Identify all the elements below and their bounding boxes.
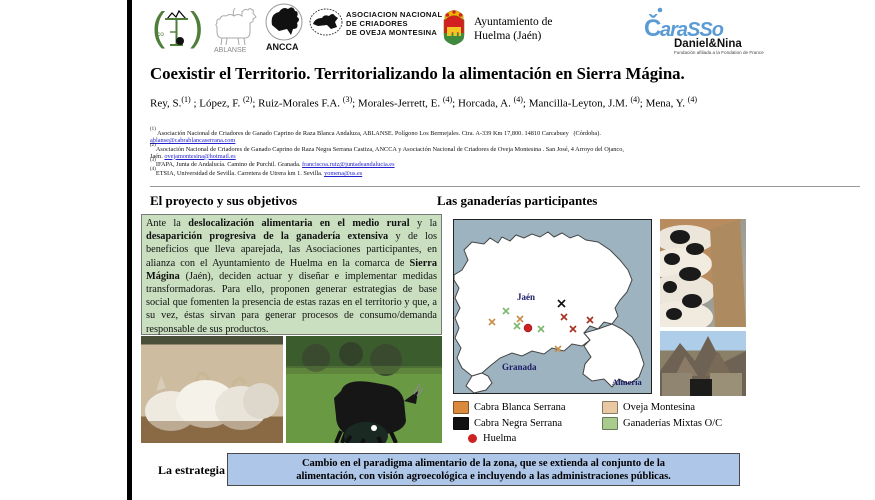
svg-text:Daniel&Nina: Daniel&Nina: [674, 38, 742, 50]
svg-text:ABLANSE: ABLANSE: [214, 47, 247, 54]
svg-text:Jaén: Jaén: [517, 292, 535, 302]
svg-text:Granada: Granada: [502, 362, 537, 372]
svg-text:): ): [190, 5, 203, 49]
svg-text:Č: Č: [644, 14, 661, 42]
svg-text:(: (: [152, 5, 166, 49]
svg-text:DE CRIADORES: DE CRIADORES: [346, 19, 408, 28]
svg-text:ANCCA: ANCCA: [266, 42, 299, 52]
svg-text:Fundación afiliada a la Fondat: Fundación afiliada a la Fondation de Fra…: [674, 50, 764, 55]
svg-text:Almería: Almería: [612, 377, 642, 387]
svg-text:DE OVEJA MONTESINA: DE OVEJA MONTESINA: [346, 28, 437, 37]
svg-text:co: co: [157, 31, 164, 38]
svg-text:ASOCIACION NACIONAL: ASOCIACION NACIONAL: [346, 10, 442, 19]
